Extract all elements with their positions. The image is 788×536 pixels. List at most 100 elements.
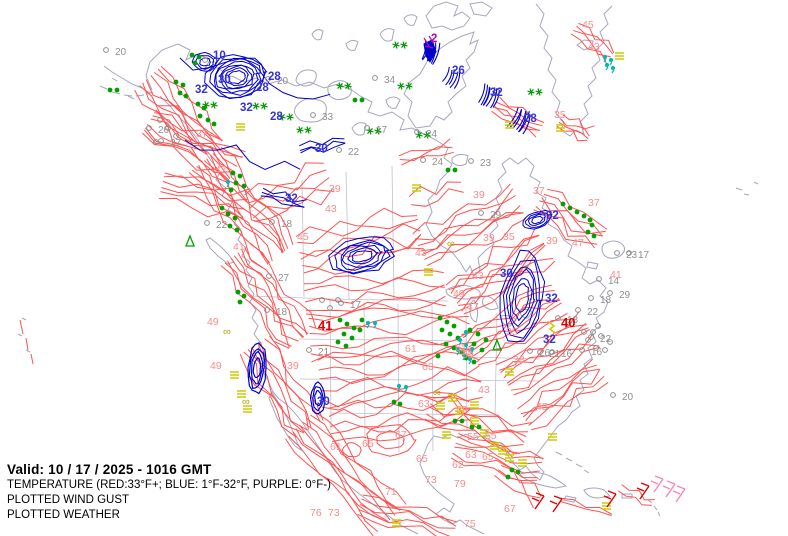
- rain-dot-icon: [195, 101, 201, 107]
- legend: Valid: 10 / 17 / 2025 - 1016 GMT TEMPERA…: [7, 461, 331, 523]
- isotherm-loop: [215, 60, 259, 94]
- snow-icon: [261, 103, 267, 109]
- station-circle: [327, 305, 333, 311]
- rain-dot-icon: [230, 170, 236, 176]
- rain-dot-icon: [183, 93, 189, 99]
- station-circle: [266, 273, 272, 279]
- state-border-path: [298, 338, 467, 342]
- isotherm-label: 49: [453, 288, 465, 300]
- coastline-path: [469, 1, 493, 17]
- station-temperature: 20: [622, 392, 634, 403]
- snow-icon: [401, 42, 407, 48]
- station-circle: [596, 276, 602, 282]
- rain-dot-icon: [444, 319, 450, 325]
- coastline-path: [621, 493, 633, 499]
- isotherm-contour: [153, 72, 223, 141]
- rain-dot-icon: [391, 399, 397, 405]
- isotherm-label: 32: [545, 293, 558, 305]
- isotherm-label: 55: [485, 430, 497, 442]
- isotherm-label: 35: [506, 326, 518, 338]
- isotherm-loop: [252, 356, 262, 379]
- isotherm-label: 28: [524, 113, 537, 125]
- coastline-path: [385, 96, 401, 109]
- isotherm-contour: [237, 252, 309, 335]
- isotherm-label: 67: [395, 429, 407, 441]
- fog-icon: [505, 121, 514, 129]
- rain-dot-icon: [452, 418, 458, 424]
- isotherm-contour: [292, 431, 388, 523]
- haze-icon: ∞: [447, 238, 455, 250]
- wind-barb-icon: [549, 495, 563, 513]
- isotherm-label: 41: [233, 241, 245, 253]
- isotherm-loop: [328, 236, 396, 275]
- rain-dot-icon: [439, 327, 445, 333]
- isotherm-label: 43: [325, 203, 337, 215]
- isotherm-contour: [239, 354, 297, 438]
- state-border-path: [301, 179, 305, 298]
- station-temperature: 16: [561, 349, 573, 360]
- isotherm-label: 49: [210, 360, 222, 372]
- isotherm-label: 28: [256, 82, 269, 94]
- station-circle: [414, 129, 420, 135]
- fog-icon: [498, 447, 507, 455]
- coastline-path: [425, 1, 471, 31]
- coastline-path: [519, 471, 568, 489]
- station-circle: [173, 133, 179, 139]
- isotherm-contour: [506, 328, 590, 384]
- station-circle: [607, 339, 613, 345]
- rain-dot-icon: [445, 167, 451, 173]
- isotherm-contour: [304, 277, 445, 292]
- coastline-path: [351, 122, 367, 136]
- legend-weather-line: PLOTTED WEATHER: [7, 509, 120, 521]
- station-temperature: 18: [600, 295, 612, 306]
- isotherm-loop: [209, 57, 267, 100]
- coastline-path: [647, 499, 661, 517]
- isotherm-contour: [196, 166, 269, 265]
- isotherm-contour: [188, 172, 264, 269]
- rain-dot-icon: [335, 339, 341, 345]
- drizzle-icon: [463, 342, 469, 348]
- isotherm-contour: [503, 322, 587, 379]
- isotherm-contour: [417, 195, 516, 247]
- isotherm-contour: [507, 333, 593, 386]
- rain-dot-icon: [351, 325, 357, 331]
- isotherm-label: 79: [454, 478, 466, 490]
- isotherm-contour: [531, 381, 609, 431]
- isotherm-loop: [248, 348, 266, 389]
- isotherm-contour: [463, 260, 556, 315]
- isotherm-label: 39: [546, 235, 558, 247]
- rain-dot-icon: [107, 87, 113, 93]
- isotherm-hatch: [485, 87, 496, 107]
- cold-isotherm-layer: [179, 39, 553, 415]
- isotherm-loop: [213, 57, 262, 96]
- isotherm-contour: [458, 433, 544, 460]
- fog-icon: [615, 52, 624, 60]
- isotherm-label: 38: [513, 354, 525, 366]
- isotherm-loop: [508, 267, 536, 328]
- fog-icon: [490, 442, 499, 450]
- rain-dot-icon: [343, 343, 349, 349]
- station-circle: [537, 349, 543, 355]
- drizzle-icon: [610, 65, 616, 71]
- fog-icon: [548, 433, 557, 441]
- isotherm-label: 76: [310, 507, 322, 519]
- shower-triangle-icon: [185, 234, 195, 247]
- isotherm-loop: [334, 239, 391, 274]
- wind-barb-icon: [662, 480, 676, 498]
- station-circle: [204, 220, 210, 226]
- coastline-path: [735, 181, 759, 196]
- isotherm-label: 75: [464, 518, 476, 530]
- fog-icon: [470, 401, 479, 409]
- station-temperature: 20: [115, 47, 127, 58]
- isotherm-loop: [341, 442, 362, 458]
- zero-isotherm: [423, 35, 435, 49]
- isotherm-contour: [147, 124, 231, 179]
- station-circle: [588, 295, 594, 301]
- drizzle-icon: [372, 320, 378, 326]
- isotherm-hatch: [490, 88, 498, 109]
- station-temperature: 17: [638, 250, 650, 261]
- isotherm-contour: [621, 484, 655, 501]
- isotherm-label: 43: [478, 384, 490, 396]
- station-circle: [157, 117, 163, 123]
